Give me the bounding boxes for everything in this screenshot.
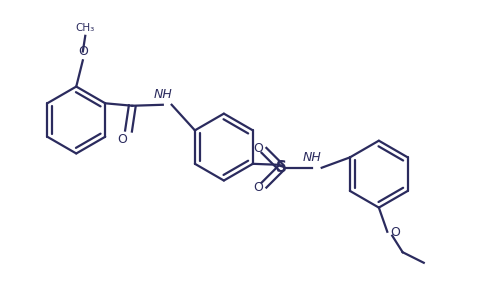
Text: O: O xyxy=(253,142,263,155)
Text: NH: NH xyxy=(303,151,321,164)
Text: CH₃: CH₃ xyxy=(76,23,95,33)
Text: O: O xyxy=(78,45,88,58)
Text: O: O xyxy=(253,181,263,194)
Text: O: O xyxy=(390,226,400,239)
Text: NH: NH xyxy=(154,88,172,101)
Text: O: O xyxy=(118,133,127,147)
Text: S: S xyxy=(276,160,287,175)
